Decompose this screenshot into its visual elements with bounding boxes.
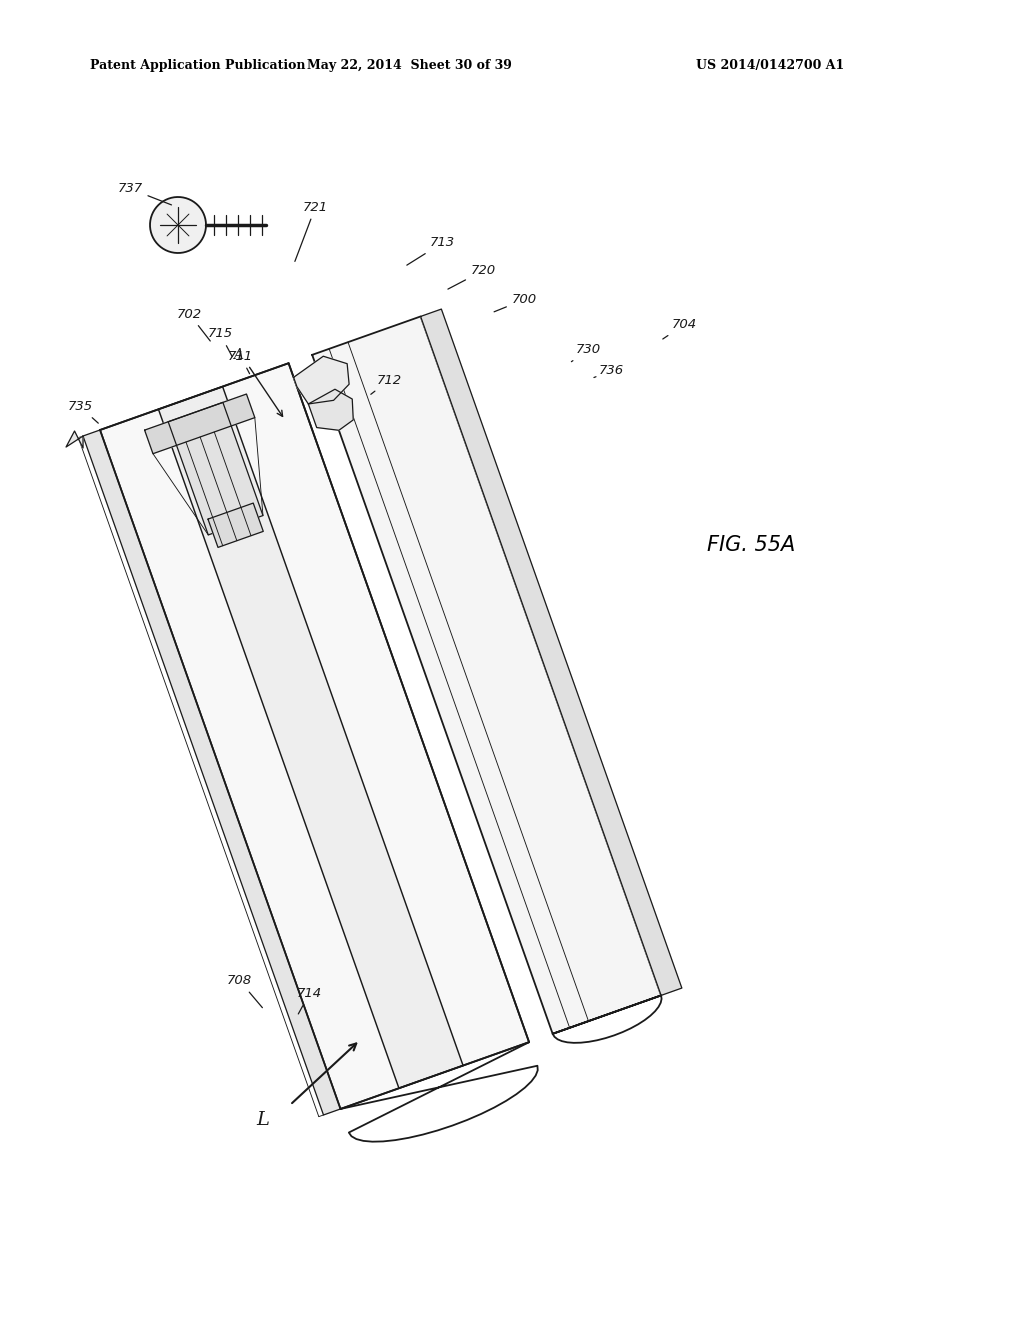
Text: 730: 730 (571, 343, 601, 362)
Text: Patent Application Publication: Patent Application Publication (90, 59, 305, 73)
Polygon shape (100, 363, 529, 1109)
Polygon shape (312, 317, 662, 1034)
Text: 702: 702 (177, 308, 210, 341)
Text: 715: 715 (208, 327, 232, 356)
Text: A: A (233, 348, 243, 362)
Polygon shape (421, 309, 682, 995)
Text: 708: 708 (227, 974, 262, 1007)
Text: 736: 736 (594, 364, 624, 378)
Text: 711: 711 (228, 350, 253, 374)
Polygon shape (83, 430, 340, 1115)
Text: 714: 714 (297, 987, 322, 1014)
Polygon shape (159, 387, 463, 1088)
Text: 720: 720 (447, 264, 496, 289)
Text: L: L (256, 1111, 269, 1129)
Text: 735: 735 (68, 400, 98, 424)
Polygon shape (144, 395, 255, 454)
Text: May 22, 2014  Sheet 30 of 39: May 22, 2014 Sheet 30 of 39 (307, 59, 512, 73)
Polygon shape (168, 403, 263, 535)
Text: 721: 721 (295, 201, 328, 261)
Text: FIG. 55A: FIG. 55A (707, 535, 795, 554)
Text: US 2014/0142700 A1: US 2014/0142700 A1 (696, 59, 845, 73)
Text: 704: 704 (663, 318, 696, 339)
Polygon shape (294, 356, 349, 404)
Text: 737: 737 (118, 182, 171, 205)
Text: 712: 712 (371, 374, 401, 395)
Polygon shape (67, 432, 83, 447)
Text: 700: 700 (495, 293, 537, 312)
Polygon shape (151, 197, 206, 253)
Polygon shape (208, 503, 263, 548)
Polygon shape (308, 389, 353, 430)
Text: 713: 713 (407, 236, 455, 265)
